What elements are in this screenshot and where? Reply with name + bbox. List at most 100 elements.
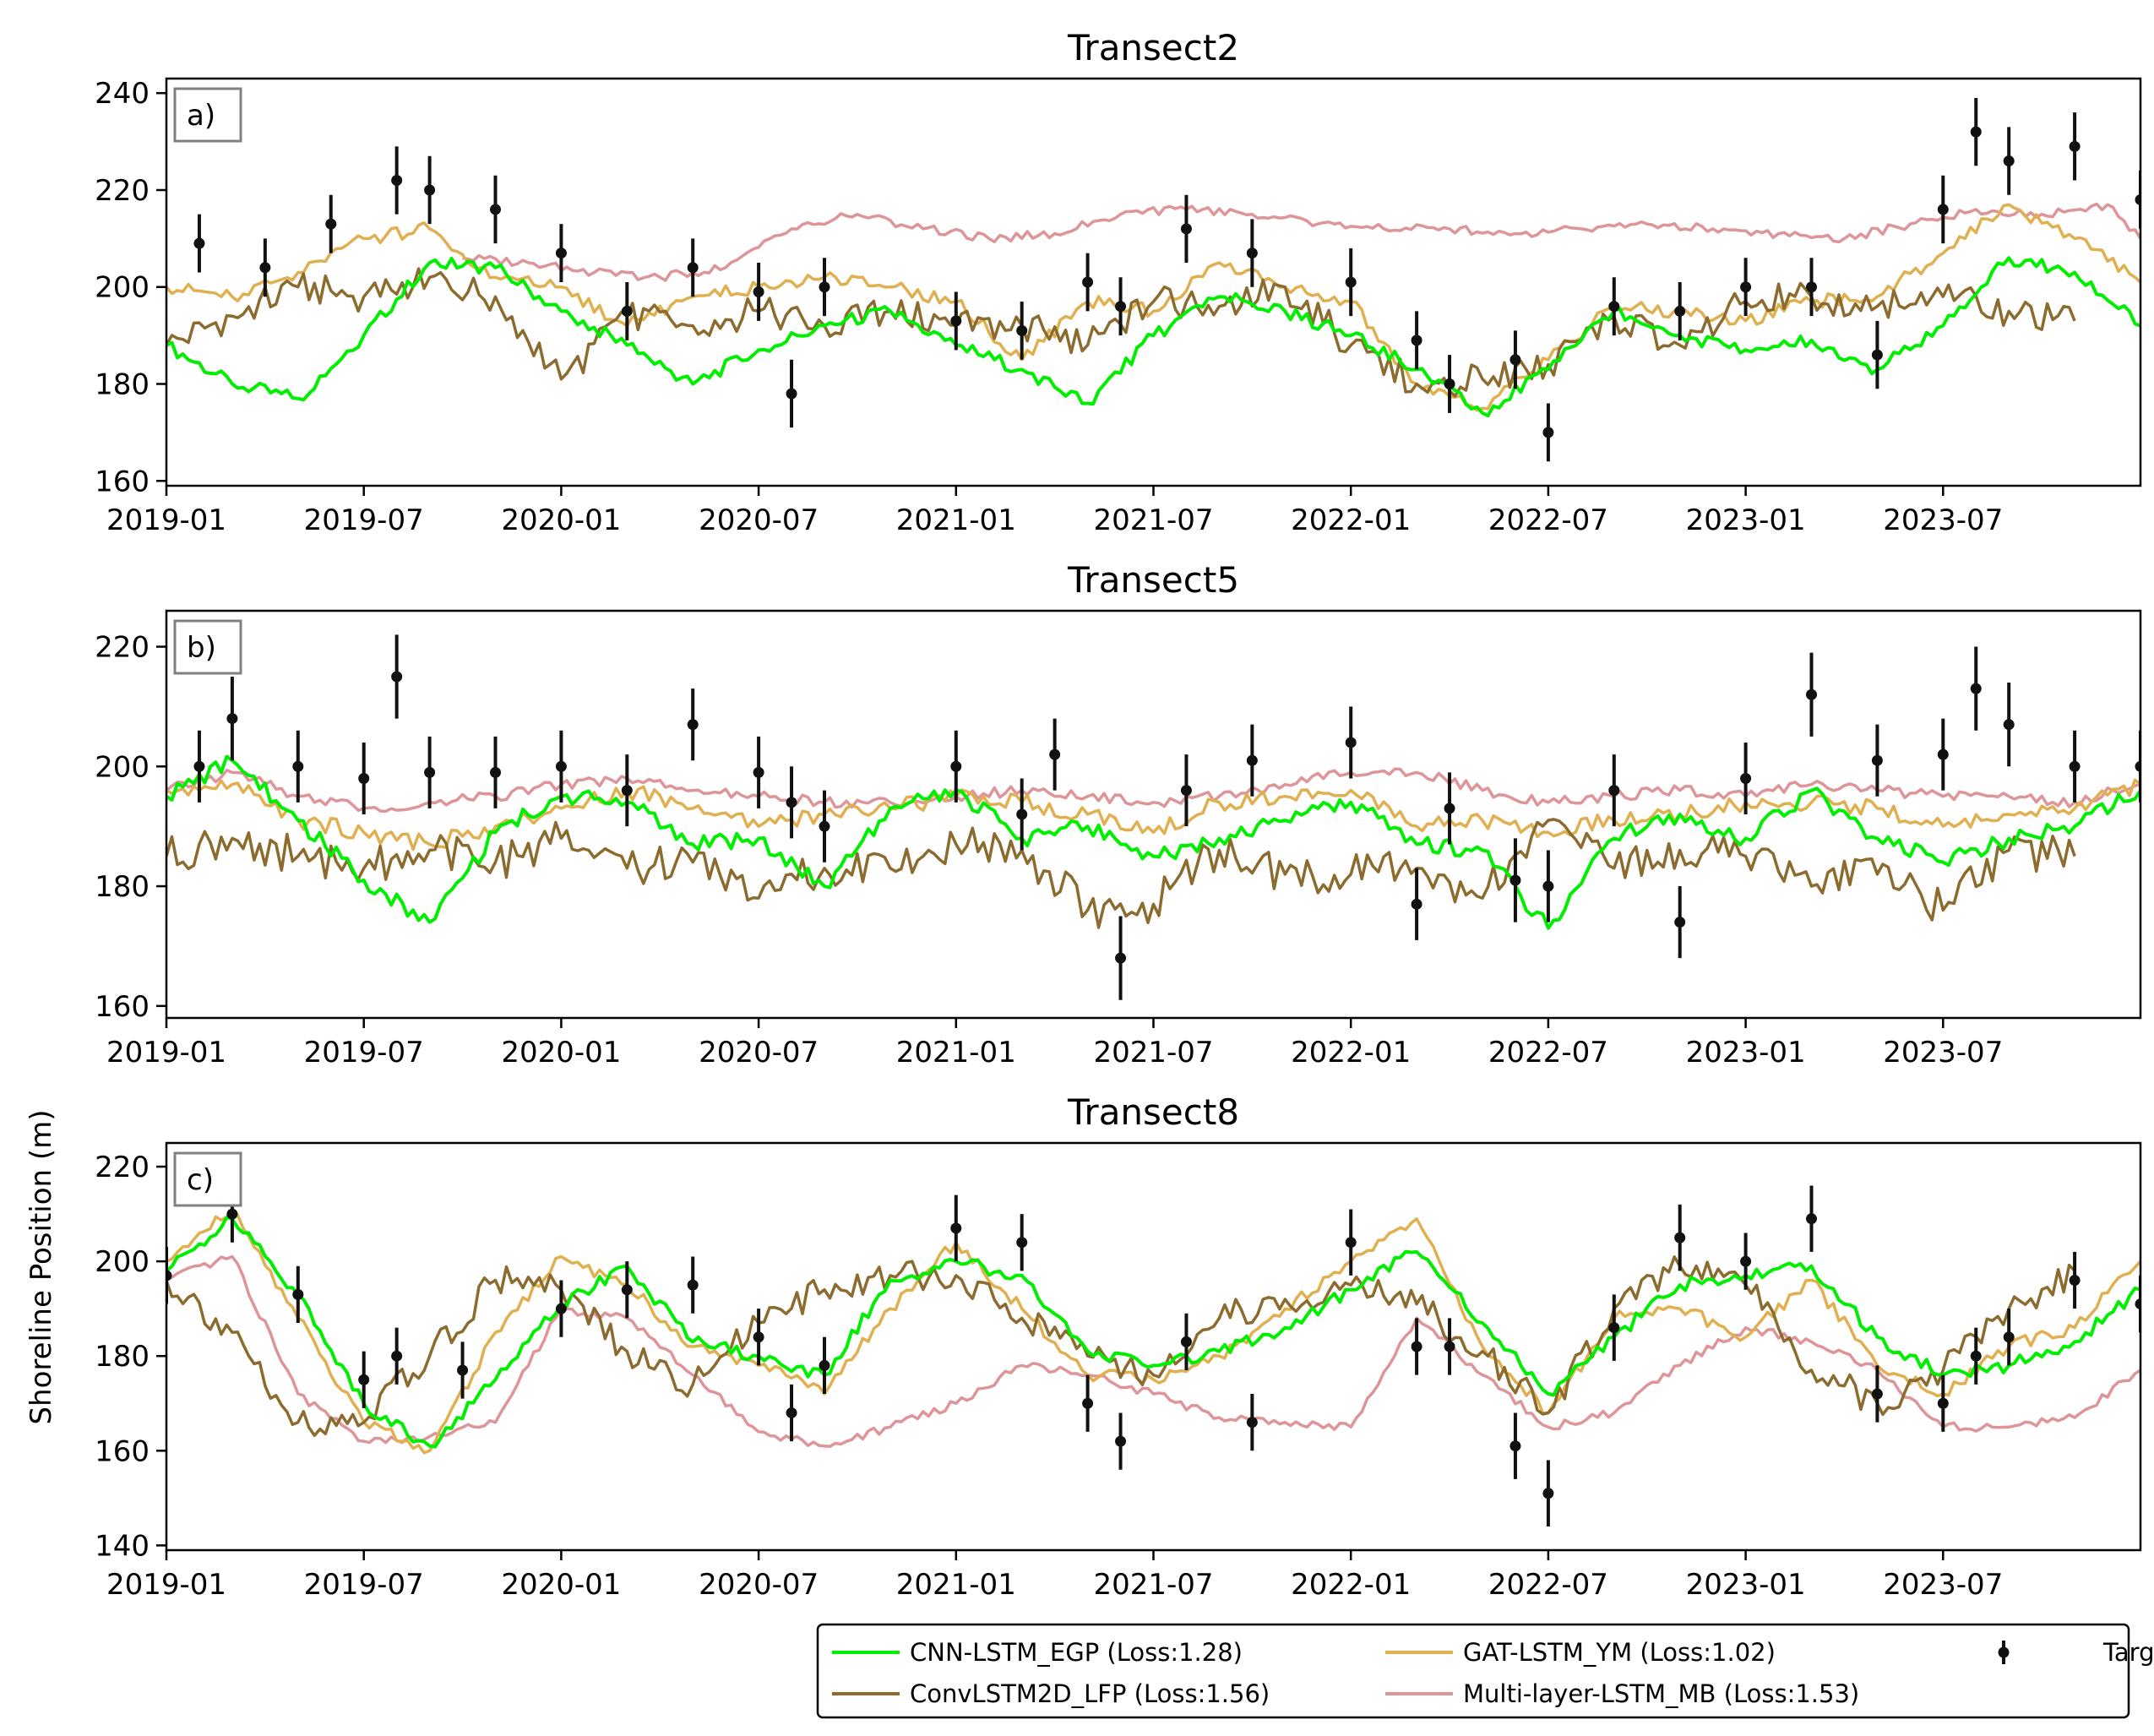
x-tick-label: 2019-07	[304, 503, 424, 537]
target-point	[1937, 1397, 1949, 1409]
y-tick-label: 200	[95, 271, 150, 305]
target-point	[391, 175, 403, 186]
x-tick-label: 2019-01	[106, 1036, 226, 1069]
target-point	[1674, 1232, 1686, 1243]
target-point	[555, 760, 567, 772]
target-point	[1871, 754, 1883, 766]
y-tick-label: 220	[95, 174, 150, 208]
target-point	[1411, 335, 1422, 346]
legend-frame	[816, 1623, 2130, 1719]
x-tick-label: 2020-01	[501, 1568, 621, 1602]
series-line-cnn-lstm-egp-loss-1-28	[166, 1216, 2140, 1449]
target-point	[1674, 917, 1686, 928]
x-tick-label: 2022-07	[1488, 503, 1608, 537]
target-point	[2135, 193, 2140, 205]
legend-label: Multi-layer-LSTM_MB (Loss:1.53)	[1463, 1679, 1859, 1708]
target-point	[1180, 1336, 1192, 1347]
target-point	[1115, 1435, 1127, 1447]
target-points	[193, 634, 2140, 1000]
target-point	[1411, 1341, 1422, 1352]
target-point	[1016, 324, 1028, 336]
target-point	[621, 1284, 633, 1296]
target-point	[1246, 754, 1258, 766]
target-point	[1937, 748, 1949, 760]
y-tick-label: 160	[95, 990, 150, 1024]
target-point	[1871, 349, 1883, 361]
x-tick-label: 2020-01	[501, 1036, 621, 1069]
target-point	[424, 766, 436, 778]
target-point	[2069, 760, 2081, 772]
target-point	[687, 1279, 699, 1291]
chart-title: Transect5	[1067, 559, 1239, 601]
target-point	[1871, 1388, 1883, 1400]
x-tick-label: 2019-01	[106, 1568, 226, 1602]
target-point	[1082, 1397, 1094, 1409]
target-point	[1509, 1440, 1521, 1452]
y-tick-label: 220	[95, 1151, 150, 1184]
target-point	[1180, 223, 1192, 235]
target-point	[391, 671, 403, 683]
target-point	[621, 785, 633, 797]
target-point	[786, 797, 797, 808]
x-tick-label: 2020-07	[699, 1036, 819, 1069]
y-tick-label: 160	[95, 1434, 150, 1468]
target-point	[1740, 281, 1752, 293]
panel-transect2: Transect2 160 180 200 220 240 2019-01 2019-07 20…	[95, 27, 2142, 537]
target-point	[226, 1208, 238, 1220]
legend-label: GAT-LSTM_YM (Loss:1.02)	[1463, 1638, 1776, 1667]
target-point	[950, 315, 962, 327]
target-point	[2069, 1275, 2081, 1287]
x-tick-label: 2022-01	[1291, 1568, 1411, 1602]
target-point	[2069, 140, 2081, 152]
target-point	[166, 1270, 172, 1282]
series-line-multi-layer-lstm-mb-loss-1-53	[166, 1254, 2140, 1448]
target-point	[786, 1407, 797, 1418]
target-point	[819, 820, 830, 832]
target-point	[2135, 1298, 2140, 1310]
target-point	[1608, 301, 1620, 313]
target-point	[1246, 248, 1258, 259]
x-tick-label: 2021-07	[1093, 1568, 1213, 1602]
x-tick-label: 2019-07	[304, 1036, 424, 1069]
target-point	[1608, 785, 1620, 797]
x-tick-label: 2023-01	[1686, 1036, 1806, 1069]
target-point	[1345, 1237, 1357, 1249]
x-tick-label: 2021-07	[1093, 1036, 1213, 1069]
target-point	[753, 1331, 764, 1343]
target-points	[193, 97, 2140, 462]
target-point	[358, 1374, 370, 1385]
target-points	[166, 1185, 2140, 1526]
target-point	[555, 248, 567, 259]
x-tick-label: 2022-07	[1488, 1568, 1608, 1602]
series-line-cnn-lstm-egp-loss-1-28	[166, 256, 2140, 418]
x-tick-label: 2019-07	[304, 1568, 424, 1602]
target-point	[1016, 808, 1028, 820]
panel-transect8: Transect8 140 160 180 200 220 2019-01 2019-07 20…	[95, 1091, 2142, 1602]
target-point	[1016, 1237, 1028, 1249]
x-tick-label: 2021-07	[1093, 503, 1213, 537]
series-line-convlstm2d-lfp-loss-1-56	[166, 818, 2076, 929]
target-point	[786, 388, 797, 400]
x-tick-label: 2023-07	[1883, 503, 2003, 537]
target-point	[753, 286, 764, 297]
target-point	[2135, 760, 2140, 772]
target-point	[1082, 276, 1094, 288]
legend-swatch-point	[1998, 1646, 2010, 1658]
target-point	[1937, 204, 1949, 215]
y-tick-label: 140	[95, 1529, 150, 1563]
target-point	[1970, 126, 1982, 138]
legend-label: CNN-LSTM_EGP (Loss:1.28)	[910, 1638, 1243, 1667]
y-axis-label: Shoreline Position (m)	[24, 1109, 58, 1424]
target-point	[1509, 354, 1521, 366]
y-tick-label: 180	[95, 368, 150, 402]
chart-title: Transect2	[1067, 27, 1239, 68]
x-tick-label: 2019-01	[106, 503, 226, 537]
target-point	[457, 1364, 469, 1376]
target-point	[819, 1359, 830, 1371]
y-tick-label: 180	[95, 1340, 150, 1374]
target-point	[193, 760, 205, 772]
series-line-cnn-lstm-egp-loss-1-28	[166, 754, 2140, 930]
x-tick-label: 2023-07	[1883, 1568, 2003, 1602]
